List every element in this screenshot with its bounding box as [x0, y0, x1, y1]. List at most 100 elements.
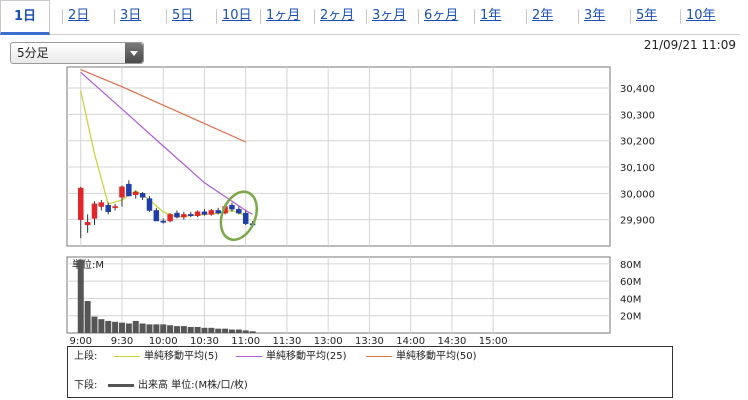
volume-bar [215, 328, 222, 333]
tab-separator [314, 9, 315, 24]
candle-body [174, 212, 180, 218]
tab-4[interactable]: 10日 [222, 8, 252, 23]
volume-bar [91, 316, 98, 333]
candle-body [242, 212, 249, 224]
x-tick-label: 10:00 [149, 336, 178, 347]
tab-separator [680, 9, 681, 24]
price-panel-frame [66, 66, 611, 247]
chevron-down-icon[interactable] [125, 43, 143, 63]
legend-swatch-ma50 [366, 356, 392, 357]
candle-body [215, 210, 221, 214]
tab-2[interactable]: 3日 [120, 8, 142, 23]
candle-body [153, 210, 160, 222]
tab-separator [630, 9, 631, 24]
price-tick-label: 30,200 [620, 137, 655, 148]
candle-body [98, 202, 105, 207]
candle-body [194, 211, 201, 216]
volume-bar [249, 331, 256, 333]
candle-body [139, 193, 146, 198]
candle-body [187, 214, 194, 216]
price-tick-label: 30,300 [620, 110, 655, 121]
candle-body [132, 191, 139, 195]
tab-separator [62, 9, 63, 24]
volume-bar [201, 327, 208, 333]
volume-bar [139, 323, 146, 333]
volume-bar [132, 320, 139, 333]
volume-bar [160, 324, 167, 333]
volume-unit-label: 単位:M [72, 258, 104, 271]
tab-8[interactable]: 6ヶ月 [424, 8, 459, 23]
tab-5[interactable]: 1ヶ月 [266, 8, 301, 23]
volume-bar [228, 329, 235, 333]
candle-body [229, 204, 235, 210]
tab-separator [526, 9, 527, 24]
volume-bar [194, 326, 201, 333]
volume-tick-label: 60M [620, 277, 641, 288]
candle-body [167, 214, 173, 222]
volume-bar [167, 325, 174, 333]
candle-body [181, 214, 187, 218]
legend-swatch-volume [108, 384, 134, 387]
tab-10[interactable]: 2年 [532, 8, 554, 23]
x-tick-label: 10:30 [190, 336, 219, 347]
tab-separator [216, 9, 217, 24]
x-tick-label: 15:00 [479, 336, 508, 347]
tab-separator [114, 9, 115, 24]
price-tick-label: 30,000 [620, 189, 655, 200]
volume-bar [235, 329, 242, 333]
candle-body [146, 198, 153, 211]
candle-body [160, 220, 166, 223]
candle-body [236, 208, 242, 214]
legend: 上段: 単純移動平均(5) 単純移動平均(25) 単純移動平均(50) 下段: … [67, 346, 673, 398]
legend-label-ma5: 単純移動平均(5) [144, 351, 219, 362]
x-tick-label: 13:00 [314, 336, 343, 347]
tab-0[interactable]: 1日 [0, 0, 50, 35]
x-tick-label: 11:30 [273, 336, 302, 347]
legend-upper-row: 上段: 単純移動平均(5) 単純移動平均(25) 単純移動平均(50) [68, 350, 672, 364]
volume-bar [105, 320, 112, 333]
volume-bar [125, 323, 132, 333]
period-tabs: 1日 2日 3日 5日 10日 1ヶ月 2ヶ月 3ヶ月 6ヶ月 1年 2年 3年 5年 10年 [0, 0, 740, 35]
volume-bar [242, 330, 249, 333]
candle-body [84, 222, 91, 226]
tab-12[interactable]: 5年 [636, 8, 658, 23]
ma25-line [80, 71, 253, 215]
legend-upper-caption: 上段: [74, 351, 98, 362]
candle-body [91, 203, 98, 219]
volume-bar [153, 324, 160, 333]
tab-1[interactable]: 2日 [68, 8, 90, 23]
volume-bar [187, 326, 194, 333]
candle-body [77, 187, 84, 220]
annotation-ellipse [219, 190, 259, 241]
tab-7[interactable]: 3ヶ月 [372, 8, 407, 23]
x-tick-label: 14:30 [437, 336, 466, 347]
tab-11[interactable]: 3年 [584, 8, 606, 23]
legend-swatch-ma25 [236, 356, 262, 357]
legend-label-ma50: 単純移動平均(50) [396, 351, 477, 362]
tab-separator [366, 9, 367, 24]
tab-separator [578, 9, 579, 24]
candle-body [126, 183, 132, 197]
volume-tick-label: 40M [620, 294, 641, 305]
volume-tick-label: 20M [620, 312, 641, 323]
volume-bar [77, 259, 84, 333]
tab-6[interactable]: 2ヶ月 [320, 8, 355, 23]
legend-label-ma25: 単純移動平均(25) [266, 351, 347, 362]
tab-separator [260, 9, 261, 24]
legend-lower-caption: 下段: [74, 380, 98, 391]
candle-body [112, 206, 118, 209]
volume-bar [208, 327, 215, 333]
legend-label-volume: 出来高 単位:(M株/口/枚) [138, 380, 248, 391]
x-tick-label: 13:30 [355, 336, 384, 347]
tab-3[interactable]: 5日 [172, 8, 194, 23]
tab-9[interactable]: 1年 [480, 8, 502, 23]
candle-body [119, 186, 125, 198]
interval-dropdown[interactable]: 5分足 [10, 42, 144, 64]
volume-panel-frame [66, 256, 611, 334]
tab-13[interactable]: 10年 [686, 8, 716, 23]
volume-bar [146, 324, 153, 333]
timestamp: 21/09/21 11:09 [643, 38, 736, 52]
volume-bar [118, 322, 125, 333]
candle-body [201, 211, 208, 215]
